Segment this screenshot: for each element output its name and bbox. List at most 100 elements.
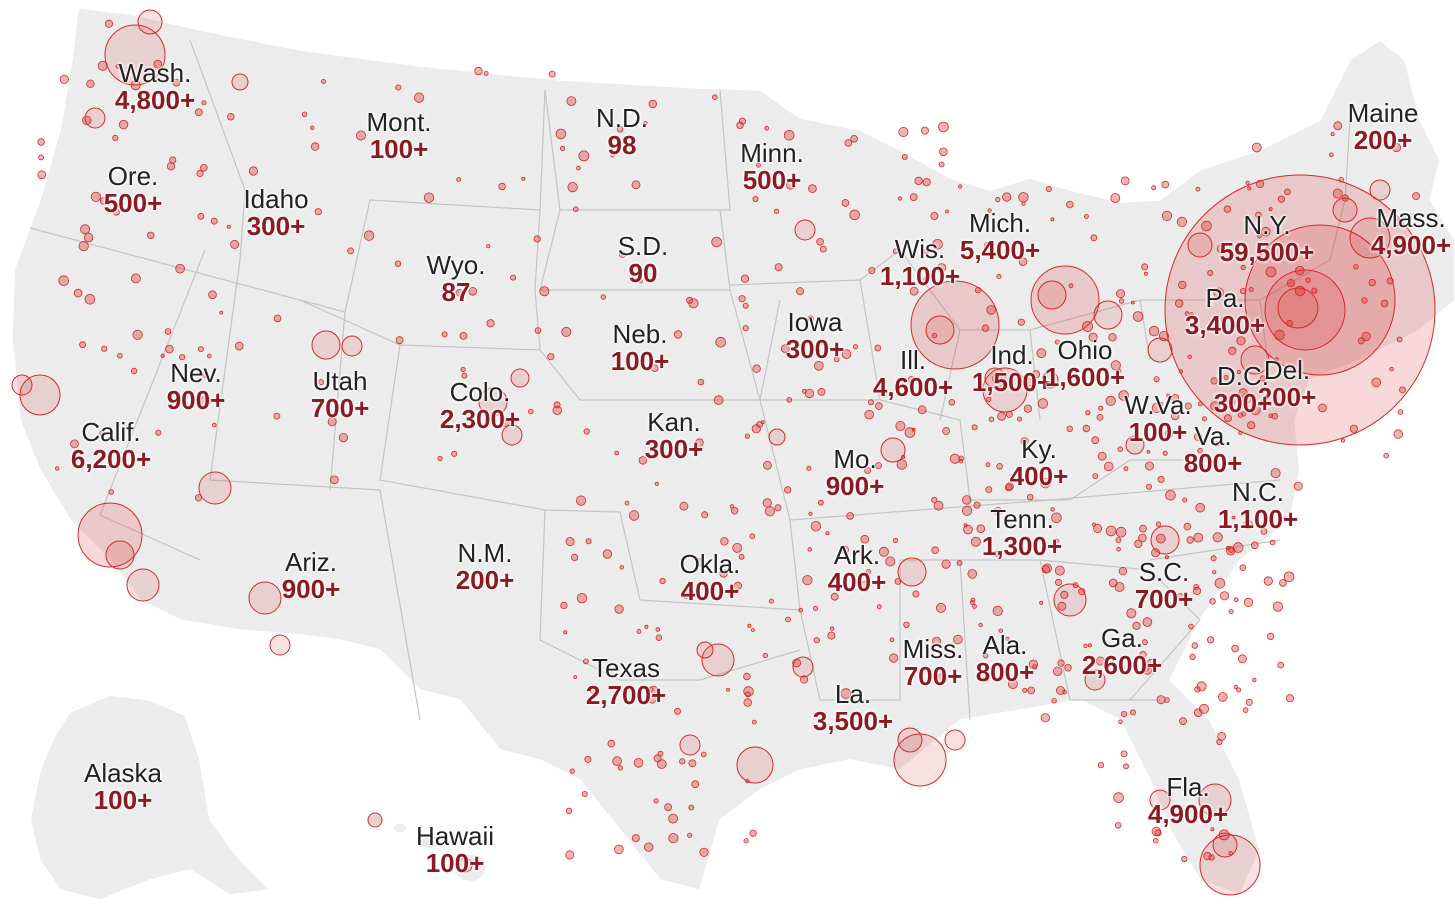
case-dot: [914, 176, 923, 186]
state-name: Wash.: [118, 58, 192, 88]
case-dot: [1277, 661, 1285, 669]
case-dot: [865, 569, 871, 575]
case-dot: [992, 373, 1003, 384]
state-label-ky: Ky. 400+: [1009, 435, 1069, 492]
case-bubble: [1212, 832, 1238, 858]
case-bubble: [880, 437, 906, 463]
case-dot: [1252, 677, 1257, 683]
state-count: 200+: [455, 565, 515, 596]
case-dot: [1188, 623, 1194, 630]
case-dot: [1082, 321, 1093, 332]
case-dot: [1120, 176, 1130, 186]
case-dot: [655, 634, 663, 641]
state-count: 400+: [1009, 461, 1069, 492]
case-dot: [1023, 404, 1033, 413]
case-dot: [1223, 414, 1232, 423]
state-name: Utah: [312, 366, 368, 396]
case-dot: [1118, 390, 1129, 401]
state-label-maine: Maine 200+: [1348, 99, 1419, 155]
case-dot: [1238, 654, 1247, 664]
case-dot: [849, 209, 860, 221]
case-dot: [840, 545, 849, 555]
case-dot: [1341, 194, 1349, 202]
case-dot: [650, 364, 659, 373]
state-name: N.D.: [596, 103, 648, 133]
state-label-ill: Ill. 4,600+: [873, 346, 953, 402]
state-count: 1,500+: [971, 367, 1053, 398]
case-dot: [1349, 424, 1359, 433]
case-dot: [1141, 263, 1149, 271]
case-dot: [942, 427, 950, 435]
case-dot: [898, 127, 909, 138]
case-dot: [338, 432, 348, 443]
state-label-la: La. 3,500+: [813, 680, 893, 736]
state-count: 700+: [310, 393, 370, 424]
case-dot: [1207, 636, 1215, 644]
case-dot: [567, 182, 578, 193]
case-bubbles: [11, 9, 1436, 896]
case-dot: [1189, 653, 1196, 661]
case-dot: [1270, 468, 1281, 479]
case-dot: [981, 324, 990, 332]
case-dot: [638, 456, 647, 465]
case-dot: [841, 199, 850, 207]
case-bubble: [501, 424, 523, 446]
case-dot: [962, 495, 972, 505]
state-name: Mo.: [833, 444, 877, 474]
case-dot: [1236, 369, 1241, 374]
case-dot: [668, 813, 678, 824]
case-dot: [786, 397, 792, 403]
case-dot: [985, 486, 993, 494]
state-label-wis: Wis. 1,100+: [880, 235, 960, 291]
case-dot: [736, 121, 744, 129]
case-dot: [1116, 289, 1126, 299]
case-dot: [1251, 541, 1259, 550]
case-dot: [801, 388, 807, 394]
case-dot: [474, 66, 483, 76]
case-dot: [578, 150, 590, 162]
case-dot: [1051, 512, 1062, 524]
case-dot: [840, 461, 845, 466]
case-dot: [1380, 299, 1389, 308]
case-dot: [972, 604, 977, 609]
case-dot: [1214, 577, 1226, 589]
state-label-ala: Ala. 800+: [976, 631, 1035, 687]
case-dot: [179, 354, 186, 361]
state-name: Ariz.: [284, 547, 337, 577]
case-dot: [1018, 257, 1028, 267]
case-dot: [1117, 446, 1124, 453]
state-count: 300+: [1213, 388, 1273, 419]
case-dot: [1397, 409, 1404, 415]
case-dot: [711, 236, 722, 248]
case-dot: [895, 420, 906, 431]
case-dot: [733, 581, 743, 591]
case-dot: [559, 145, 566, 151]
state-count: 400+: [680, 576, 740, 607]
case-dot: [969, 600, 975, 605]
state-label-iowa: Iowa 300+: [786, 307, 845, 364]
case-dot: [743, 672, 751, 681]
case-dot: [1161, 180, 1170, 189]
case-dot: [1232, 542, 1244, 553]
case-dot: [310, 125, 315, 130]
case-dot: [130, 80, 141, 91]
case-dot: [175, 263, 185, 274]
case-dot: [904, 427, 916, 438]
case-bubble: [910, 280, 1000, 370]
case-dot: [909, 286, 919, 296]
case-dot: [931, 332, 938, 339]
case-dot: [1201, 220, 1212, 232]
state-label-pa: Pa. 3,400+: [1185, 284, 1265, 340]
case-dot: [939, 147, 948, 157]
case-dot: [922, 178, 931, 187]
case-bubble: [198, 471, 232, 505]
case-dot: [932, 239, 943, 250]
state-label-va: Va. 800+: [1184, 422, 1243, 478]
state-name: Iowa: [787, 307, 843, 337]
case-dot: [607, 739, 616, 748]
case-dot: [628, 510, 640, 521]
state-count: 2,700+: [585, 680, 667, 711]
case-dot: [1145, 461, 1155, 471]
case-dot: [468, 286, 478, 296]
case-bubble: [77, 502, 143, 568]
